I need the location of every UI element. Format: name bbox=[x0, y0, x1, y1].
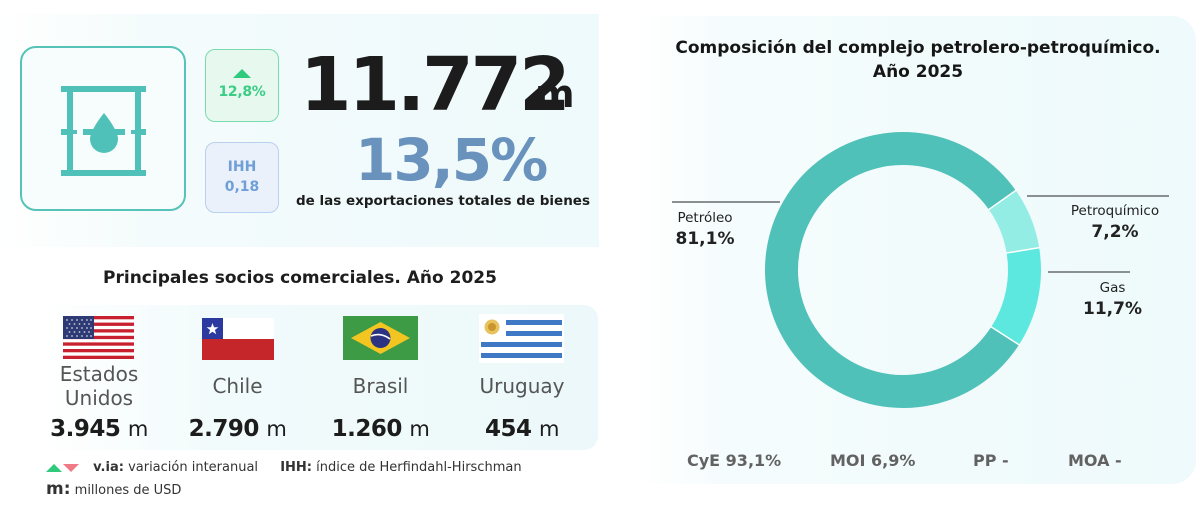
sector-moi: MOI 6,9% bbox=[830, 451, 916, 470]
slice-petroleo[interactable] bbox=[763, 130, 1043, 410]
legend-ihh-key: IHH: bbox=[280, 460, 312, 475]
partner-name: Estados Unidos bbox=[59, 362, 139, 410]
partner-name: Uruguay bbox=[479, 374, 565, 398]
oil-barrel-icon-box bbox=[20, 46, 186, 211]
legend-m-key: m: bbox=[46, 479, 71, 499]
leader-line-gas bbox=[1048, 271, 1130, 273]
share-caption: de las exportaciones totales de bienes bbox=[296, 193, 591, 209]
ihh-badge: IHH 0,18 bbox=[205, 142, 279, 213]
partner-name: Brasil bbox=[352, 374, 409, 398]
donut-chart bbox=[763, 130, 1043, 410]
label-gas: Gas 11,7% bbox=[1083, 280, 1142, 319]
legend-ihh-text: índice de Herfindahl-Hirschman bbox=[316, 460, 522, 475]
ihh-label: IHH bbox=[227, 159, 257, 175]
exports-unit: m bbox=[535, 72, 575, 116]
slice-gas[interactable] bbox=[763, 130, 1042, 409]
uruguay-flag bbox=[479, 314, 564, 363]
label-petroquimico: Petroquímico 7,2% bbox=[1070, 203, 1160, 242]
usa-flag bbox=[63, 316, 134, 359]
sector-pp: PP - bbox=[973, 451, 1009, 470]
partner-chile: Chile 2.790 m bbox=[170, 374, 305, 442]
brazil-flag bbox=[343, 316, 418, 360]
legend: v.ia: variación interanual IHH: índice d… bbox=[46, 460, 522, 499]
legend-m-text: millones de USD bbox=[74, 483, 182, 498]
partner-name: Chile bbox=[212, 374, 263, 398]
sector-moa: MOA - bbox=[1068, 451, 1122, 470]
exports-value: 11.772 bbox=[300, 42, 571, 128]
partner-value: 3.945 m bbox=[50, 416, 148, 442]
partner-value: 1.260 m bbox=[331, 416, 430, 442]
sector-cye: CyE 93,1% bbox=[687, 451, 782, 470]
share-percentage: 13,5% bbox=[355, 126, 548, 194]
label-petroleo: Petróleo 81,1% bbox=[675, 210, 735, 249]
partners-title: Principales socios comerciales. Año 2025 bbox=[103, 268, 497, 288]
arrow-down-icon bbox=[63, 463, 79, 472]
leader-line-petroquimico bbox=[1027, 195, 1169, 197]
oil-barrel-icon bbox=[61, 86, 146, 176]
partner-brasil: Brasil 1.260 m bbox=[313, 374, 448, 442]
partner-estados-unidos: Estados Unidos 3.945 m bbox=[40, 362, 158, 442]
variation-value: 12,8% bbox=[218, 84, 266, 100]
ihh-value: 0,18 bbox=[224, 179, 260, 195]
partner-value: 2.790 m bbox=[188, 416, 287, 442]
arrow-up-icon bbox=[46, 463, 62, 472]
legend-via-text: variación interanual bbox=[128, 460, 259, 475]
chile-flag bbox=[202, 318, 274, 360]
partner-uruguay: Uruguay 454 m bbox=[452, 374, 592, 442]
slice-petroquimico[interactable] bbox=[763, 130, 1043, 410]
leader-line-petroleo bbox=[672, 201, 780, 203]
chart-title: Composición del complejo petrolero-petro… bbox=[675, 38, 1161, 82]
arrow-up-icon bbox=[233, 69, 251, 78]
legend-via-key: v.ia: bbox=[93, 460, 124, 475]
partner-value: 454 m bbox=[485, 416, 559, 442]
variation-badge: 12,8% bbox=[205, 49, 279, 122]
